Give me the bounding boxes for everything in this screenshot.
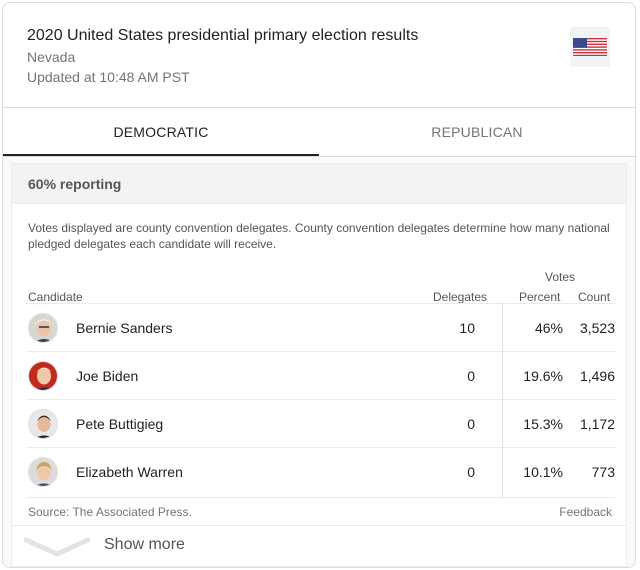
us-flag-icon — [570, 27, 610, 67]
page-title: 2020 United States presidential primary … — [27, 27, 419, 44]
percent-header: Percent — [519, 290, 561, 304]
candidate-avatar — [28, 457, 58, 487]
show-more-divider — [12, 525, 626, 526]
chevron-down-icon — [24, 537, 90, 557]
percent-value: 46% — [534, 320, 563, 336]
delegates-value: 10 — [459, 320, 475, 336]
votes-column-divider — [502, 303, 503, 497]
reporting-status: 60% reporting — [28, 176, 122, 192]
delegates-note: Votes displayed are county convention de… — [28, 221, 610, 251]
candidate-name: Pete Buttigieg — [76, 416, 164, 432]
candidate-name: Joe Biden — [76, 368, 139, 384]
candidate-row[interactable]: Elizabeth Warren 0 10.1% 773 — [26, 447, 615, 495]
updated-timestamp: Updated at 10:48 AM PST — [27, 69, 190, 85]
feedback-link[interactable]: Feedback — [559, 505, 612, 519]
candidate-name: Bernie Sanders — [76, 320, 173, 336]
reporting-bar: 60% reporting — [12, 164, 626, 204]
party-tabs: DEMOCRATIC REPUBLICAN — [3, 107, 635, 157]
candidate-name: Elizabeth Warren — [76, 464, 183, 480]
selected-tab-indicator — [3, 154, 319, 156]
results-table-container: 60% reporting Votes displayed are county… — [11, 163, 627, 567]
count-value: 773 — [591, 464, 615, 480]
delegates-header: Delegates — [433, 290, 488, 304]
card-header: 2020 United States presidential primary … — [3, 3, 635, 107]
tab-democratic[interactable]: DEMOCRATIC — [113, 124, 209, 140]
percent-value: 10.1% — [523, 464, 563, 480]
votes-header: Votes — [545, 270, 576, 284]
percent-value: 15.3% — [523, 416, 563, 432]
source-attribution: Source: The Associated Press. — [28, 505, 192, 519]
candidate-avatar — [28, 409, 58, 439]
show-more-label: Show more — [104, 536, 185, 553]
count-value: 3,523 — [579, 320, 615, 336]
count-value: 1,496 — [579, 368, 615, 384]
table-bottom-divider — [26, 497, 615, 498]
results-panel: 60% reporting Votes displayed are county… — [3, 157, 635, 567]
candidate-avatar — [28, 361, 58, 391]
state-name: Nevada — [27, 49, 76, 65]
percent-value: 19.6% — [523, 368, 563, 384]
delegates-value: 0 — [467, 464, 475, 480]
count-value: 1,172 — [579, 416, 615, 432]
candidate-row[interactable]: Joe Biden 0 19.6% 1,496 — [26, 351, 615, 399]
tab-republican[interactable]: REPUBLICAN — [431, 124, 523, 140]
candidate-row[interactable]: Bernie Sanders 10 46% 3,523 — [26, 303, 615, 351]
candidate-row[interactable]: Pete Buttigieg 0 15.3% 1,172 — [26, 399, 615, 447]
delegates-value: 0 — [467, 368, 475, 384]
candidate-avatar — [28, 313, 58, 343]
show-more-button[interactable]: Show more — [12, 526, 626, 566]
candidate-header: Candidate — [28, 290, 83, 304]
delegates-value: 0 — [467, 416, 475, 432]
count-header: Count — [578, 290, 611, 304]
